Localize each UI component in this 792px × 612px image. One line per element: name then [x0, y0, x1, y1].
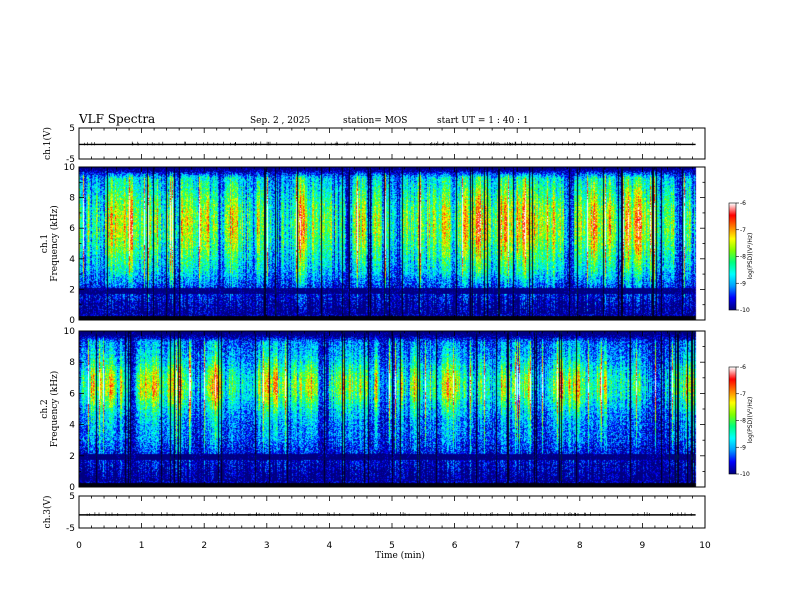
ch3-voltage-panel: 5 -5 ch.3(V) — [42, 492, 706, 534]
x-tick-label: 3 — [264, 541, 270, 551]
ch2-spectrogram-ytick-label: 8 — [69, 358, 75, 368]
x-tick-label: 5 — [389, 541, 395, 551]
ch1-spectrogram-panel: 0 2 4 6 8 10 ch.1Frequency (kHz) — [40, 163, 706, 326]
ch2-colorbar-gradient — [729, 367, 736, 474]
figure-title: VLF Spectra — [78, 112, 155, 126]
ch2-colorbar: -6 -7 -8 -9 -10 log(PSD)(V²/Hz) — [728, 364, 754, 478]
ch1-colorbar-gradient — [729, 203, 736, 310]
ch2-spectrogram-colorbar-label: log(PSD)(V²/Hz) — [747, 397, 754, 444]
ch2-spectrogram-colorbar-tick-label: -6 — [740, 364, 746, 371]
ch2-spectrogram-panel: 0 2 4 6 8 10 ch.2Frequency (kHz) — [40, 327, 706, 493]
ch2-spectrogram-ytick-label: 0 — [69, 483, 75, 493]
x-tick-label: 7 — [514, 541, 520, 551]
ch2-spectrogram-colorbar-tick-label: -10 — [740, 471, 750, 478]
ch2-spectrogram-image — [79, 331, 705, 487]
ch1-spectrogram-ytick-label: 8 — [69, 194, 75, 204]
x-tick-label: 8 — [577, 541, 583, 551]
ch1-spectrogram-ytick-label: 10 — [64, 163, 76, 173]
ch1-spectrogram-colorbar-tick-label: -6 — [740, 200, 746, 207]
ch1-voltage-ytick-label: -5 — [66, 155, 75, 165]
header-station: station= MOS — [343, 116, 407, 126]
ch3-voltage-ytick-label: -5 — [66, 524, 75, 534]
ch1-spectrogram-colorbar-tick-label: -10 — [740, 307, 750, 314]
ch2-spectrogram-ytick-label: 10 — [64, 327, 76, 337]
ch2-spectrogram-colorbar-tick-label: -8 — [740, 418, 746, 425]
ch1-colorbar: -6 -7 -8 -9 -10 log(PSD)(V²/Hz) — [728, 200, 754, 314]
ch2-spectrogram-ylabel: ch.2Frequency (kHz) — [40, 371, 60, 448]
ch1-spectrogram-colorbar-tick-label: -7 — [740, 227, 746, 234]
ch2-spectrogram-ytick-label: 6 — [69, 389, 75, 399]
ch1-spectrogram-image — [79, 167, 705, 320]
ch1-spectrogram-ytick-label: 0 — [69, 316, 75, 326]
ch1-spectrogram-ytick-label: 6 — [69, 224, 75, 234]
x-tick-label: 0 — [76, 541, 82, 551]
ch1-spectrogram-colorbar-tick-label: -9 — [740, 280, 746, 287]
ch1-spectrogram-ytick-label: 4 — [69, 255, 75, 265]
ch1-voltage-ytick-label: 5 — [69, 124, 75, 134]
x-tick-label: 6 — [452, 541, 458, 551]
ch2-spectrogram-colorbar-tick-label: -9 — [740, 444, 746, 451]
ch1-spectrogram-ytick-label: 2 — [69, 285, 75, 295]
ch1-spectrogram-colorbar-label: log(PSD)(V²/Hz) — [747, 233, 754, 280]
ch1-voltage-panel: 5 -5 ch.1(V) — [42, 124, 706, 165]
x-tick-label: 2 — [201, 541, 207, 551]
ch2-spectrogram-colorbar-tick-label: -7 — [740, 391, 746, 398]
ch1-spectrogram-colorbar-tick-label: -8 — [740, 254, 746, 261]
x-axis-label: Time (min) — [375, 550, 425, 561]
x-tick-label: 4 — [327, 541, 333, 551]
x-tick-label: 1 — [139, 541, 145, 551]
ch2-spectrogram-ytick-label: 2 — [69, 452, 75, 462]
ch1-voltage-series-spikes — [84, 141, 694, 146]
ch3-voltage-ylabel: ch.3(V) — [42, 496, 53, 529]
ch1-voltage-ylabel: ch.1(V) — [42, 127, 53, 160]
ch2-spectrogram-ytick-label: 4 — [69, 421, 75, 431]
ch3-voltage-series-spikes — [86, 511, 692, 516]
x-tick-label: 10 — [699, 541, 711, 551]
header-start-ut: start UT = 1 : 40 : 1 — [437, 116, 529, 126]
time-axis: 0 1 2 3 4 5 6 7 8 9 10 — [76, 541, 711, 551]
ch3-voltage-ytick-label: 5 — [69, 492, 75, 502]
header-date: Sep. 2 , 2025 — [250, 116, 310, 126]
x-tick-label: 9 — [640, 541, 646, 551]
ch1-spectrogram-ylabel: ch.1Frequency (kHz) — [40, 205, 60, 282]
